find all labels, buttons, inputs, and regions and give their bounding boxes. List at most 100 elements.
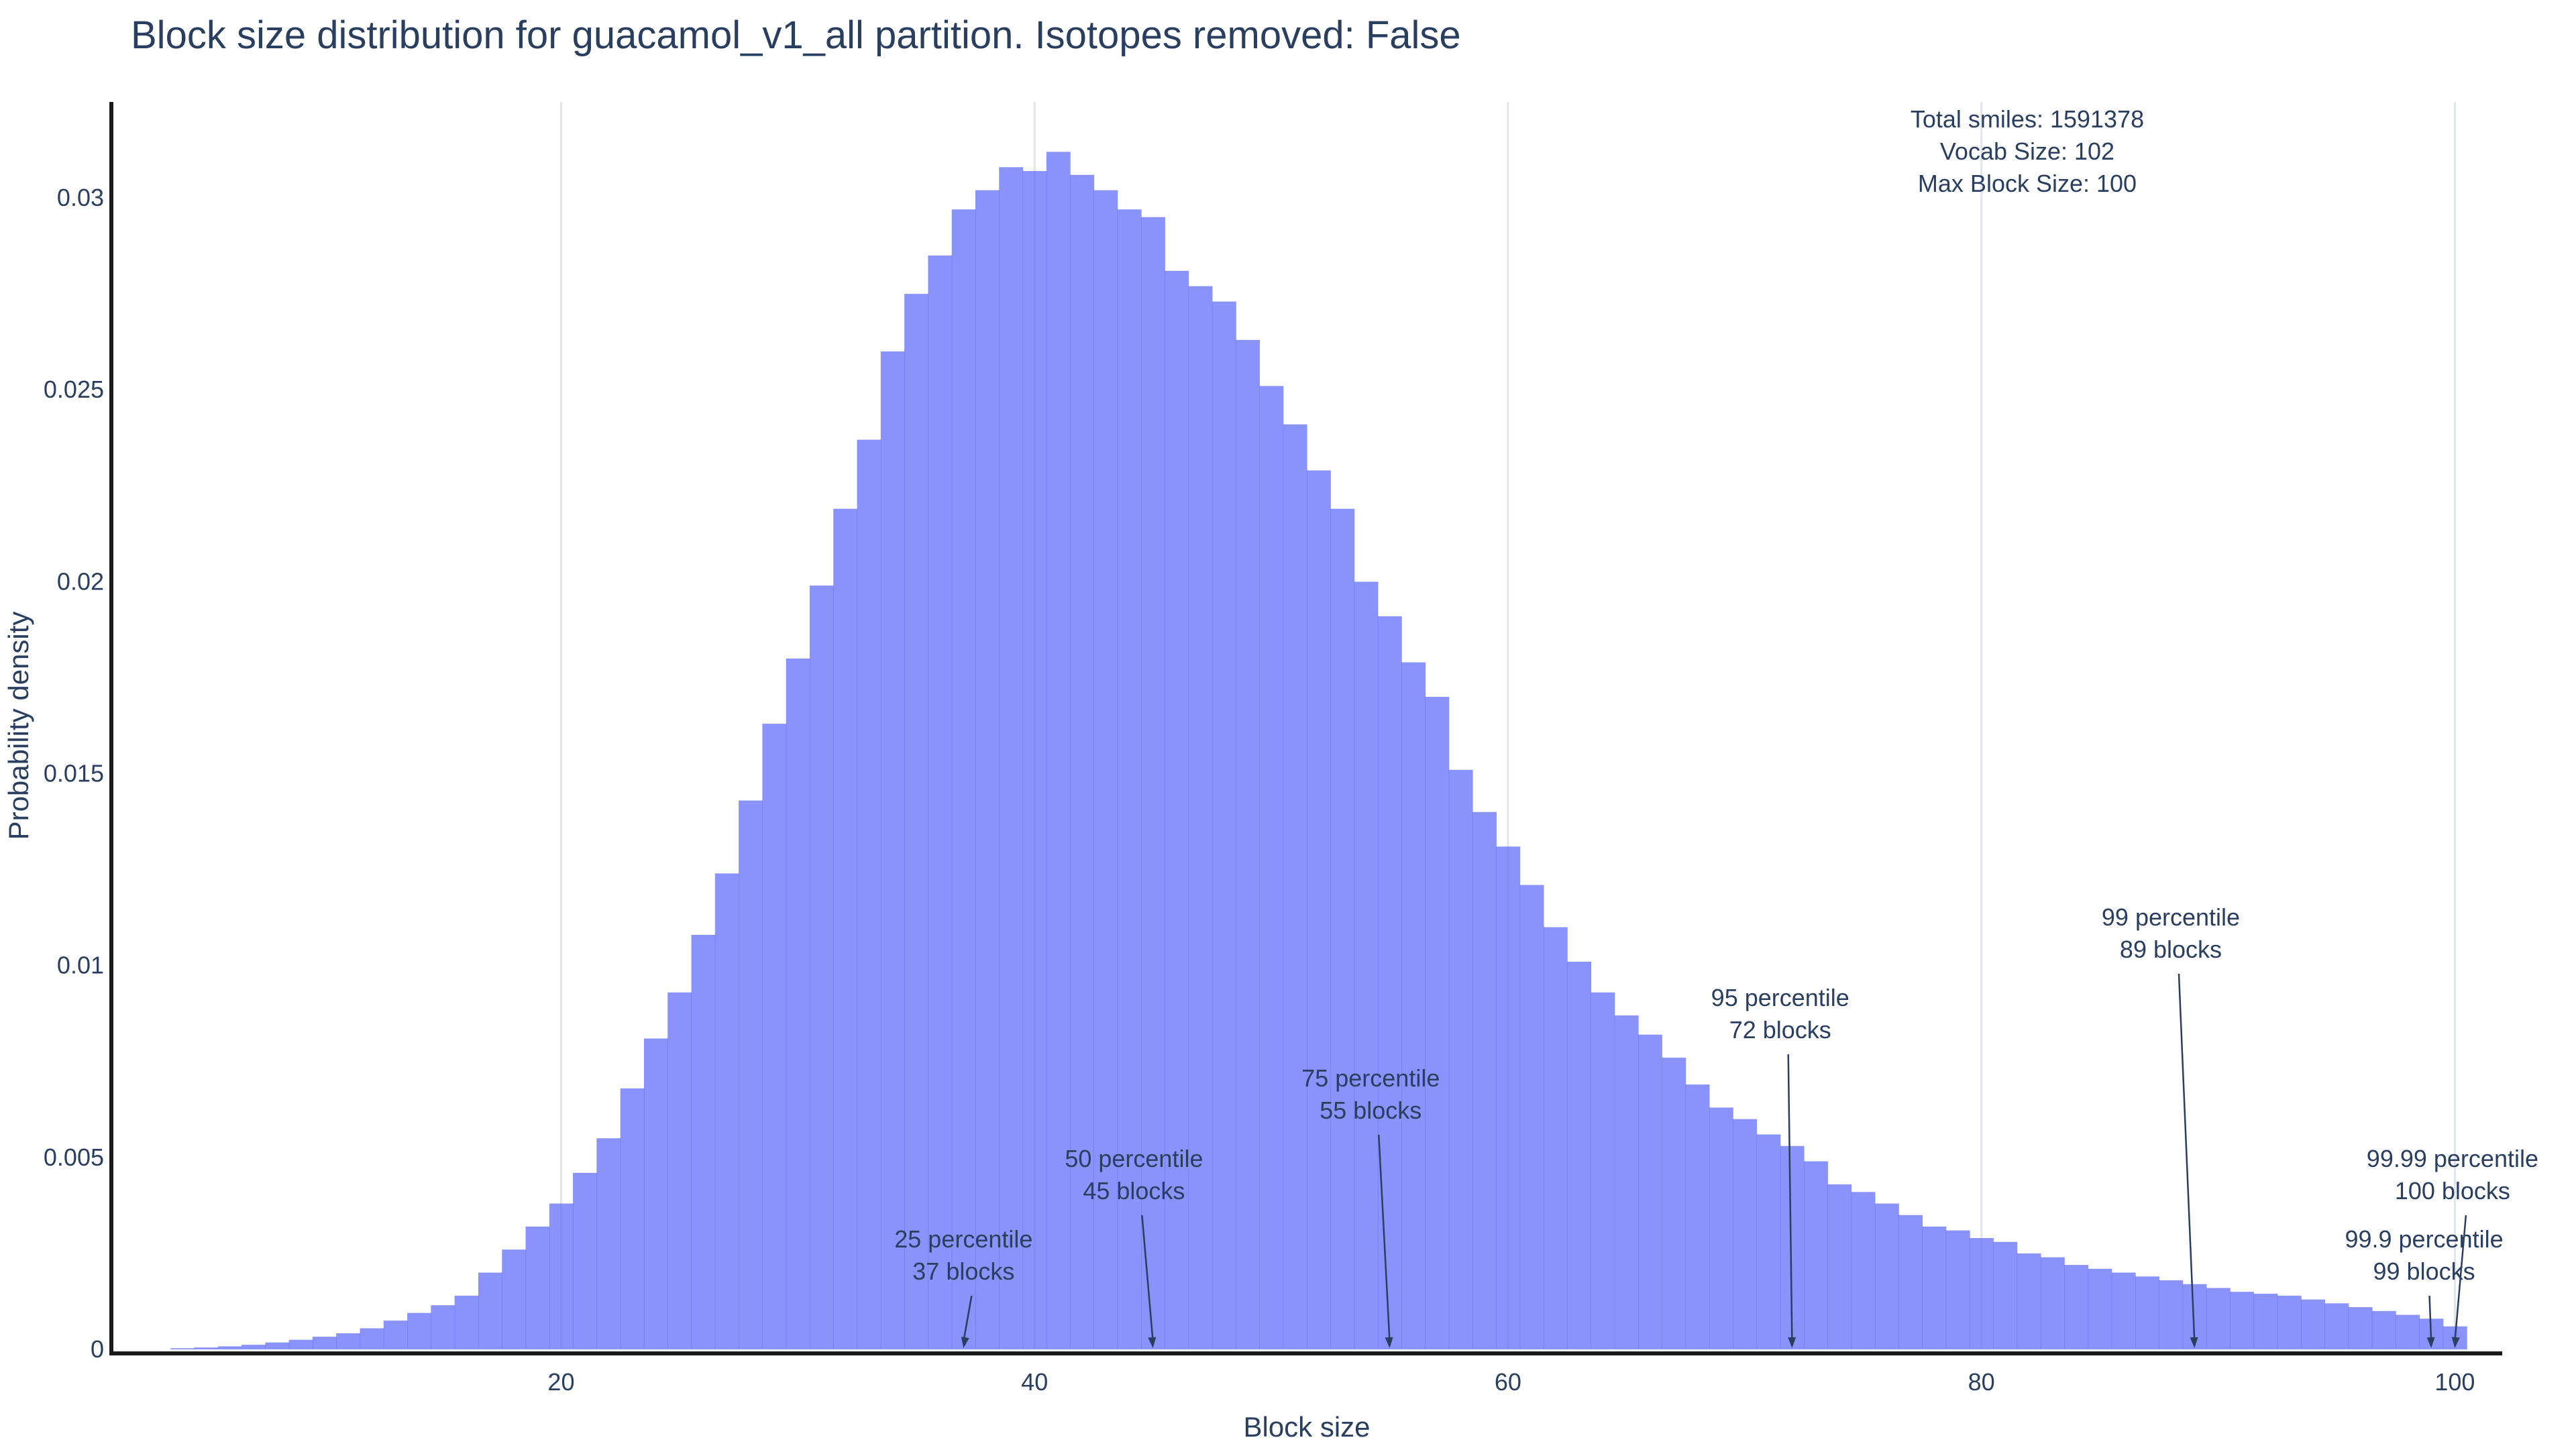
info-box: Total smiles: 1591378 Vocab Size: 102 Ma… xyxy=(1911,105,2144,197)
y-axis-label: Probability density xyxy=(3,612,34,840)
annotation-value-5: 99 blocks xyxy=(2373,1258,2475,1285)
bar-74 xyxy=(1827,1184,1852,1349)
x-tick-label-40: 40 xyxy=(1021,1368,1048,1396)
y-tick-label-3: 0.015 xyxy=(44,760,104,787)
bar-58 xyxy=(1448,769,1473,1349)
bar-87 xyxy=(2135,1276,2159,1349)
bar-61 xyxy=(1519,885,1544,1349)
bar-15 xyxy=(431,1305,455,1349)
bar-47 xyxy=(1188,286,1213,1349)
bar-11 xyxy=(336,1333,361,1349)
bar-53 xyxy=(1330,508,1355,1349)
bar-32 xyxy=(833,508,858,1349)
bar-68 xyxy=(1685,1084,1710,1349)
bar-21 xyxy=(573,1172,597,1349)
bar-13 xyxy=(383,1321,408,1349)
bar-5 xyxy=(194,1347,219,1349)
bar-62 xyxy=(1543,927,1568,1349)
bar-29 xyxy=(762,724,787,1349)
bar-45 xyxy=(1140,217,1165,1349)
bar-95 xyxy=(2324,1303,2349,1349)
bar-52 xyxy=(1307,470,1331,1349)
bar-38 xyxy=(975,190,1000,1350)
bar-40 xyxy=(1022,171,1047,1349)
bar-79 xyxy=(1945,1230,1970,1349)
bar-97 xyxy=(2371,1310,2396,1349)
bar-76 xyxy=(1874,1203,1899,1349)
annotation-label-2: 75 percentile xyxy=(1301,1064,1440,1092)
annotation-arrow-4 xyxy=(2178,973,2196,1342)
bar-16 xyxy=(454,1295,479,1349)
annotation-value-2: 55 blocks xyxy=(1320,1097,1421,1124)
y-tick-labels: 0 0.005 0.01 0.015 0.02 0.025 0.03 xyxy=(44,184,104,1363)
annotation-label-5: 99.9 percentile xyxy=(2345,1225,2503,1253)
bar-7 xyxy=(241,1345,266,1349)
y-tick-label-1: 0.005 xyxy=(44,1143,104,1171)
x-tick-labels: 20 40 60 80 100 xyxy=(547,1368,2475,1396)
y-tick-label-0: 0 xyxy=(91,1335,104,1363)
annotation-value-1: 45 blocks xyxy=(1083,1177,1185,1205)
bar-69 xyxy=(1709,1107,1733,1349)
bar-27 xyxy=(714,873,739,1349)
annotation-arrow-0 xyxy=(963,1295,973,1342)
annotation-arrow-2 xyxy=(1378,1134,1391,1342)
bar-35 xyxy=(904,294,929,1350)
y-tick-label-4: 0.02 xyxy=(57,567,104,595)
bar-46 xyxy=(1165,270,1189,1349)
annotation-value-6: 100 blocks xyxy=(2395,1177,2510,1205)
bar-55 xyxy=(1377,616,1402,1349)
bar-19 xyxy=(525,1226,550,1349)
bar-90 xyxy=(2206,1288,2231,1349)
bar-9 xyxy=(288,1339,313,1349)
bar-86 xyxy=(2111,1272,2136,1349)
annotation-arrow-5 xyxy=(2428,1295,2432,1342)
bar-85 xyxy=(2088,1268,2112,1349)
annotation-arrow-1 xyxy=(1141,1215,1154,1342)
annotation-arrowhead-0 xyxy=(961,1337,969,1348)
annotation-value-4: 89 blocks xyxy=(2120,936,2222,963)
annotation-arrowhead-3 xyxy=(1788,1337,1796,1348)
axis-layer xyxy=(109,102,2502,1355)
bar-92 xyxy=(2253,1294,2278,1349)
bar-80 xyxy=(1970,1238,1994,1349)
annotation-value-3: 72 blocks xyxy=(1729,1016,1831,1044)
y-tick-label-6: 0.03 xyxy=(57,184,104,211)
bar-20 xyxy=(549,1203,574,1349)
bar-41 xyxy=(1046,152,1071,1349)
percentile-annotations: 25 percentile 37 blocks 50 percentile 45 bl… xyxy=(894,903,2538,1348)
bar-34 xyxy=(880,351,905,1349)
bar-65 xyxy=(1614,1015,1639,1349)
bar-layer xyxy=(170,152,2467,1350)
annotation-label-4: 99 percentile xyxy=(2102,903,2240,931)
bar-33 xyxy=(857,439,881,1349)
bar-56 xyxy=(1401,662,1426,1349)
chart-title: Block size distribution for guacamol_v1_… xyxy=(131,13,1461,57)
annotation-label-3: 95 percentile xyxy=(1711,984,1849,1011)
bar-39 xyxy=(999,167,1024,1349)
y-tick-label-5: 0.025 xyxy=(44,376,104,403)
bar-66 xyxy=(1638,1034,1662,1349)
annotation-label-0: 25 percentile xyxy=(894,1225,1032,1253)
bar-51 xyxy=(1283,424,1307,1349)
info-max-block-size: Max Block Size: 100 xyxy=(1918,170,2137,197)
bar-93 xyxy=(2277,1295,2302,1349)
annotation-arrowhead-1 xyxy=(1148,1337,1157,1348)
bar-50 xyxy=(1259,386,1284,1349)
info-vocab-size: Vocab Size: 102 xyxy=(1940,137,2114,165)
bar-18 xyxy=(502,1249,527,1349)
info-total-smiles: Total smiles: 1591378 xyxy=(1911,105,2144,133)
bar-88 xyxy=(2159,1280,2184,1349)
y-tick-label-2: 0.01 xyxy=(57,952,104,979)
bar-98 xyxy=(2396,1315,2420,1349)
bar-17 xyxy=(478,1272,502,1349)
bar-57 xyxy=(1425,697,1450,1349)
bar-63 xyxy=(1567,961,1592,1349)
bar-8 xyxy=(265,1342,290,1349)
annotation-arrow-3 xyxy=(1787,1054,1793,1342)
bar-12 xyxy=(360,1328,384,1349)
bar-6 xyxy=(217,1346,242,1349)
x-axis-label: Block size xyxy=(1243,1411,1370,1443)
bar-24 xyxy=(643,1038,668,1349)
bar-59 xyxy=(1472,812,1497,1349)
